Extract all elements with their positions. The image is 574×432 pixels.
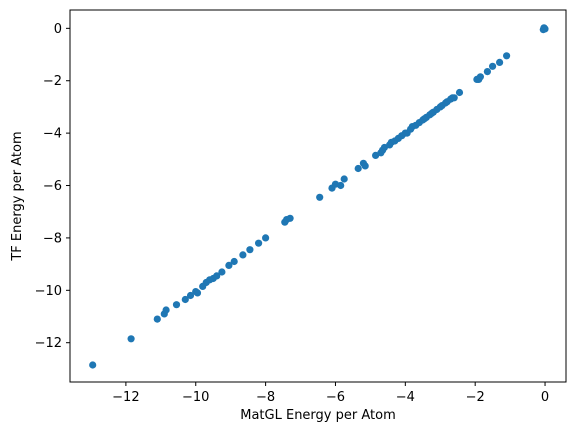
data-point [89, 361, 97, 369]
y-tick-label: 0 [54, 22, 62, 37]
data-point [262, 234, 270, 242]
data-point [489, 62, 497, 70]
data-point [354, 164, 362, 173]
y-tick-label: −10 [35, 284, 62, 299]
data-point [172, 301, 181, 309]
data-point [540, 24, 548, 32]
y-tick-label: −4 [43, 127, 62, 142]
data-point [337, 181, 345, 190]
data-point [239, 251, 247, 259]
y-tick-label: −8 [43, 231, 62, 246]
data-point [316, 193, 324, 201]
y-tick-label: −2 [43, 74, 62, 89]
x-axis-label: MatGL Energy per Atom [240, 408, 395, 423]
data-point [181, 295, 189, 304]
data-point [455, 88, 464, 97]
data-point [483, 68, 491, 76]
data-point [162, 306, 170, 314]
x-tick-label: −12 [112, 390, 139, 405]
data-point [186, 291, 195, 300]
data-point [503, 52, 511, 60]
x-tick-label: −8 [256, 390, 275, 405]
data-point [496, 58, 504, 66]
data-point [213, 272, 221, 280]
y-axis-ticks: −12 −10 −8 −6 −4 −2 0 [35, 22, 70, 351]
data-point [127, 335, 135, 343]
data-point [450, 94, 458, 102]
data-point [255, 239, 263, 247]
data-point [246, 246, 254, 254]
x-tick-label: 0 [541, 390, 549, 405]
data-point [153, 315, 161, 323]
y-tick-label: −12 [35, 336, 62, 351]
data-point [286, 214, 294, 222]
x-tick-label: −6 [326, 390, 345, 405]
plot-frame [69, 9, 567, 383]
x-axis-ticks: −12 −10 −8 −6 −4 −2 0 [112, 382, 549, 405]
data-point [230, 257, 238, 266]
y-axis-label: TF Energy per Atom [10, 131, 25, 261]
x-tick-label: −4 [396, 390, 415, 405]
data-point [193, 289, 202, 297]
data-point [476, 73, 484, 81]
data-point [225, 261, 233, 269]
data-point [361, 162, 369, 170]
y-tick-label: −6 [43, 179, 62, 194]
points-layer [89, 24, 549, 369]
data-point [340, 175, 348, 183]
x-tick-label: −2 [466, 390, 485, 405]
x-tick-label: −10 [182, 390, 209, 405]
data-point [218, 268, 226, 276]
